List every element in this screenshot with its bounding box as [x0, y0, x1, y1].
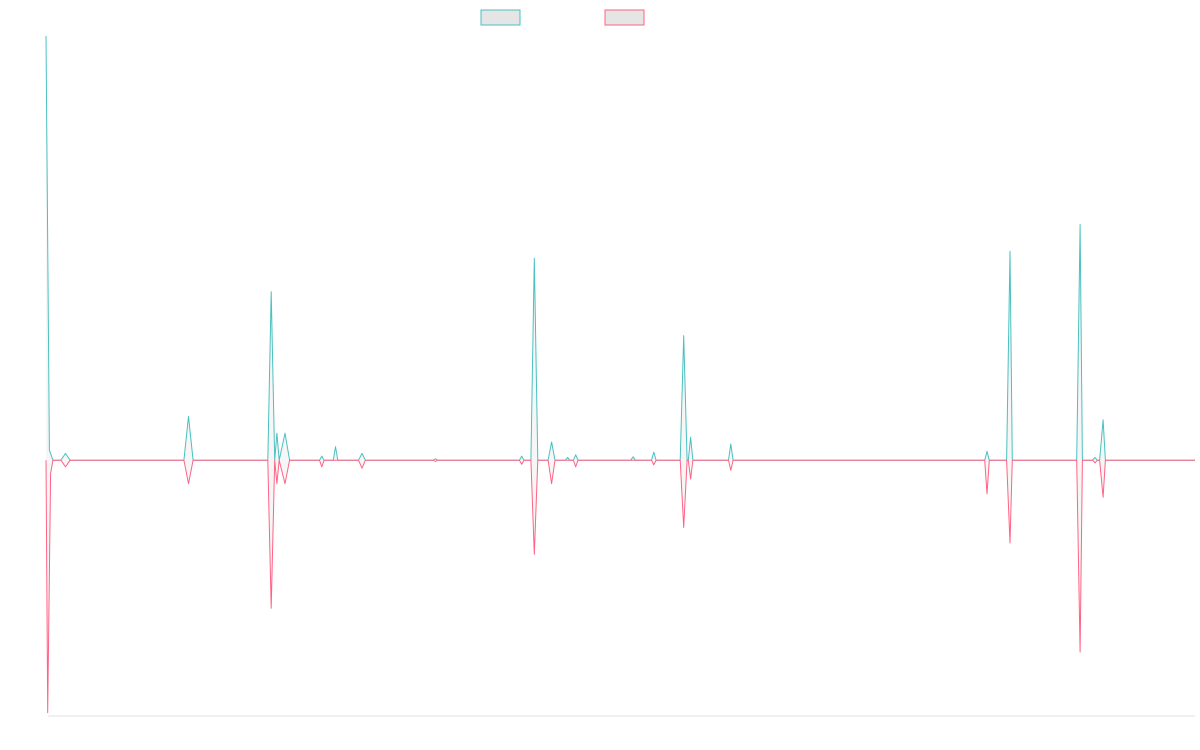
series-2-line	[45, 459, 1195, 714]
series-2	[45, 459, 1195, 714]
legend-swatch-1[interactable]	[480, 9, 521, 26]
series-layer	[45, 35, 1195, 714]
legend-swatch-2[interactable]	[604, 9, 645, 26]
series-1-line	[45, 35, 1195, 461]
series-1-area	[46, 36, 1195, 461]
series-2-area	[46, 460, 1195, 713]
series-1	[45, 35, 1195, 461]
chart-legend[interactable]	[480, 9, 645, 26]
